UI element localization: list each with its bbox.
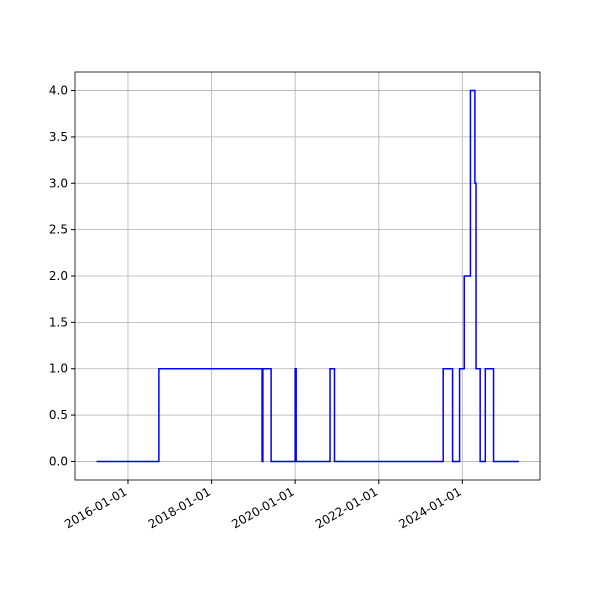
y-tick-label: 0.0 bbox=[49, 454, 68, 468]
plot-frame bbox=[74, 71, 541, 481]
y-tick-label: 1.0 bbox=[49, 362, 68, 376]
y-tick-label: 1.5 bbox=[49, 315, 68, 329]
x-tick-label: 2016-01-01 bbox=[62, 484, 129, 531]
line bbox=[96, 89, 519, 463]
y-tick-label: 3.5 bbox=[49, 130, 68, 144]
x-tick-label: 2020-01-01 bbox=[229, 484, 296, 531]
y-tick-label: 3.0 bbox=[49, 176, 68, 190]
y-tick-label: 4.0 bbox=[49, 84, 68, 98]
y-tick-label: 2.0 bbox=[49, 269, 68, 283]
x-tick-label: 2022-01-01 bbox=[313, 484, 380, 531]
y-tick-label: 2.5 bbox=[49, 223, 68, 237]
x-tick-label: 2024-01-01 bbox=[396, 484, 463, 531]
y-tick-label: 0.5 bbox=[49, 408, 68, 422]
x-tick-label: 2018-01-01 bbox=[146, 484, 213, 531]
